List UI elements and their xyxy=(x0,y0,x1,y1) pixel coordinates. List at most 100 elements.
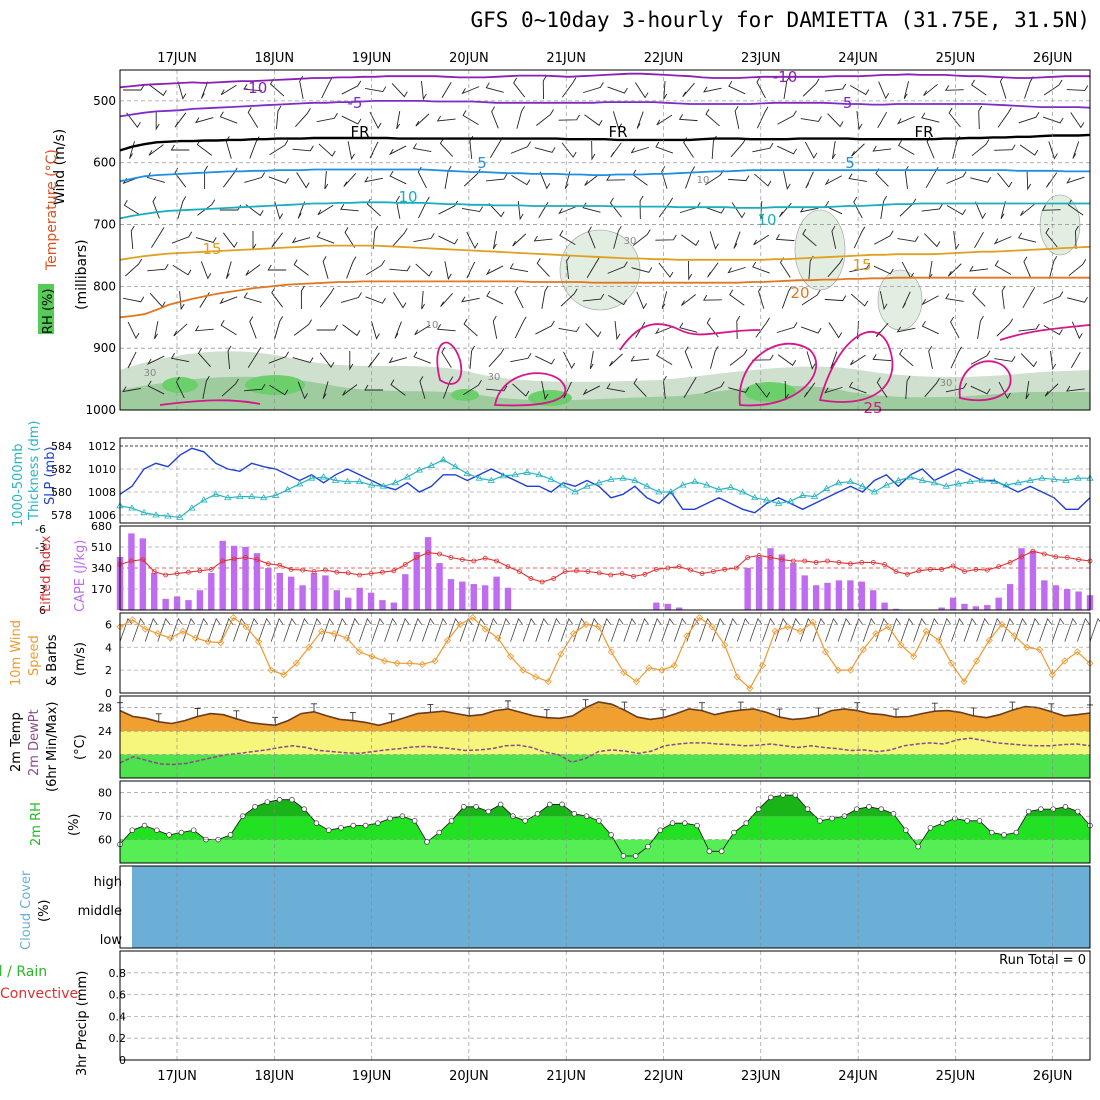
cape-bar xyxy=(402,574,409,610)
wind-barb xyxy=(461,206,484,213)
rh-marker xyxy=(792,792,799,798)
wind-speed-marker xyxy=(141,625,149,633)
lifted-index-marker xyxy=(973,567,979,572)
thickness-marker xyxy=(858,482,867,489)
lifted-index-marker xyxy=(163,572,169,578)
thickness-marker xyxy=(248,492,256,499)
wind-barb xyxy=(154,321,159,340)
wind-barb xyxy=(368,352,380,368)
cape-bar xyxy=(1075,591,1082,610)
wind-barb xyxy=(227,345,232,370)
wind-speed-marker xyxy=(544,678,552,686)
wind-barb xyxy=(925,166,939,189)
rh-marker xyxy=(596,818,602,824)
wind-barb xyxy=(947,263,962,277)
rh-marker xyxy=(706,848,713,855)
surface-wind-barb xyxy=(232,617,246,642)
wind-barb xyxy=(783,75,791,99)
thickness-marker xyxy=(343,477,352,485)
thickness-marker xyxy=(834,479,843,486)
wind-barb xyxy=(921,203,943,212)
wind-barb xyxy=(873,265,894,275)
cape-bar xyxy=(139,538,147,610)
wind-barb xyxy=(879,291,888,311)
lifted-index-marker xyxy=(631,574,636,579)
thickness-marker xyxy=(355,477,364,485)
thickness-marker xyxy=(295,480,304,487)
cape-bar xyxy=(128,533,135,610)
rh-marker xyxy=(325,827,332,833)
rh-marker xyxy=(682,820,688,826)
rh-tick-label: 80 xyxy=(98,787,112,800)
rh-marker xyxy=(804,806,811,812)
wind-barb xyxy=(413,233,435,243)
wind-barb xyxy=(946,171,967,184)
wind-barb xyxy=(539,171,551,190)
wind-barb xyxy=(585,323,602,338)
wind-barb xyxy=(225,261,232,279)
wind-speed-marker xyxy=(192,634,200,642)
thickness-marker xyxy=(990,477,998,485)
ylabel-wind-unit: (m/s) xyxy=(73,642,88,676)
bottom-date-label: 22JUN xyxy=(644,1069,684,1084)
slp-tick-label: 1008 xyxy=(88,486,116,499)
wind-barb xyxy=(517,201,524,221)
wind-barb xyxy=(970,385,991,395)
wind-barb xyxy=(779,257,791,278)
wind-barb xyxy=(996,318,1014,337)
thickness-marker xyxy=(966,477,974,485)
rh-marker xyxy=(768,794,774,801)
wind-barb xyxy=(512,233,527,247)
thickness-marker xyxy=(188,504,196,511)
wind-barb xyxy=(316,231,335,244)
wind-barb xyxy=(1023,256,1032,279)
wind-speed-marker xyxy=(985,636,993,644)
temp-minmax-bar xyxy=(582,699,589,708)
lifted-index-marker xyxy=(345,570,351,576)
wind-barb xyxy=(344,227,355,248)
lifted-index-marker xyxy=(265,561,271,567)
cape-bar xyxy=(413,551,420,610)
wind-barb xyxy=(752,261,770,274)
wind-barb xyxy=(1020,353,1038,368)
cloud-level-label: low xyxy=(100,933,123,948)
lifted-index-marker xyxy=(277,562,283,568)
rh-marker xyxy=(473,804,479,810)
wind-barb xyxy=(1066,385,1085,392)
wind-barb xyxy=(758,286,765,309)
rh-marker xyxy=(497,801,504,808)
wind-barb xyxy=(853,226,866,249)
cape-bar xyxy=(1041,580,1048,610)
lifted-index-marker xyxy=(471,558,477,564)
wind-barb xyxy=(1067,199,1084,216)
thickness-line xyxy=(119,459,1090,518)
lifted-index-marker xyxy=(676,564,682,569)
wind-barb xyxy=(441,82,452,98)
wind-speed-marker xyxy=(1023,643,1031,651)
rh-marker xyxy=(694,822,700,829)
thickness-marker xyxy=(224,493,232,501)
ylabel-cape: CAPE (J/kg) xyxy=(73,540,88,612)
wind-barb xyxy=(896,326,916,333)
ylabel-rh: RH (%) xyxy=(41,289,56,334)
lifted-index-marker xyxy=(984,567,990,573)
surface-wind-barb xyxy=(673,617,687,642)
wind-barb xyxy=(393,292,407,309)
ylabel-wind-barbs: & Barbs xyxy=(45,634,60,686)
wind-speed-marker xyxy=(758,662,767,670)
wind-barb xyxy=(219,296,238,305)
surface-wind-barb xyxy=(283,617,297,642)
thickness-marker xyxy=(846,477,855,485)
thickness-marker xyxy=(1050,475,1058,482)
wind-barb xyxy=(220,84,237,96)
wind-barb xyxy=(903,81,910,99)
wind-barb xyxy=(850,354,866,366)
thickness-marker xyxy=(798,491,807,498)
lifted-index-marker xyxy=(1030,548,1036,554)
thickness-marker xyxy=(283,485,292,493)
temp-minmax-bar xyxy=(621,701,628,711)
wind-barb xyxy=(824,295,847,302)
cape-bar xyxy=(333,590,341,610)
rh-marker xyxy=(264,799,271,805)
thickness-marker xyxy=(727,483,735,490)
